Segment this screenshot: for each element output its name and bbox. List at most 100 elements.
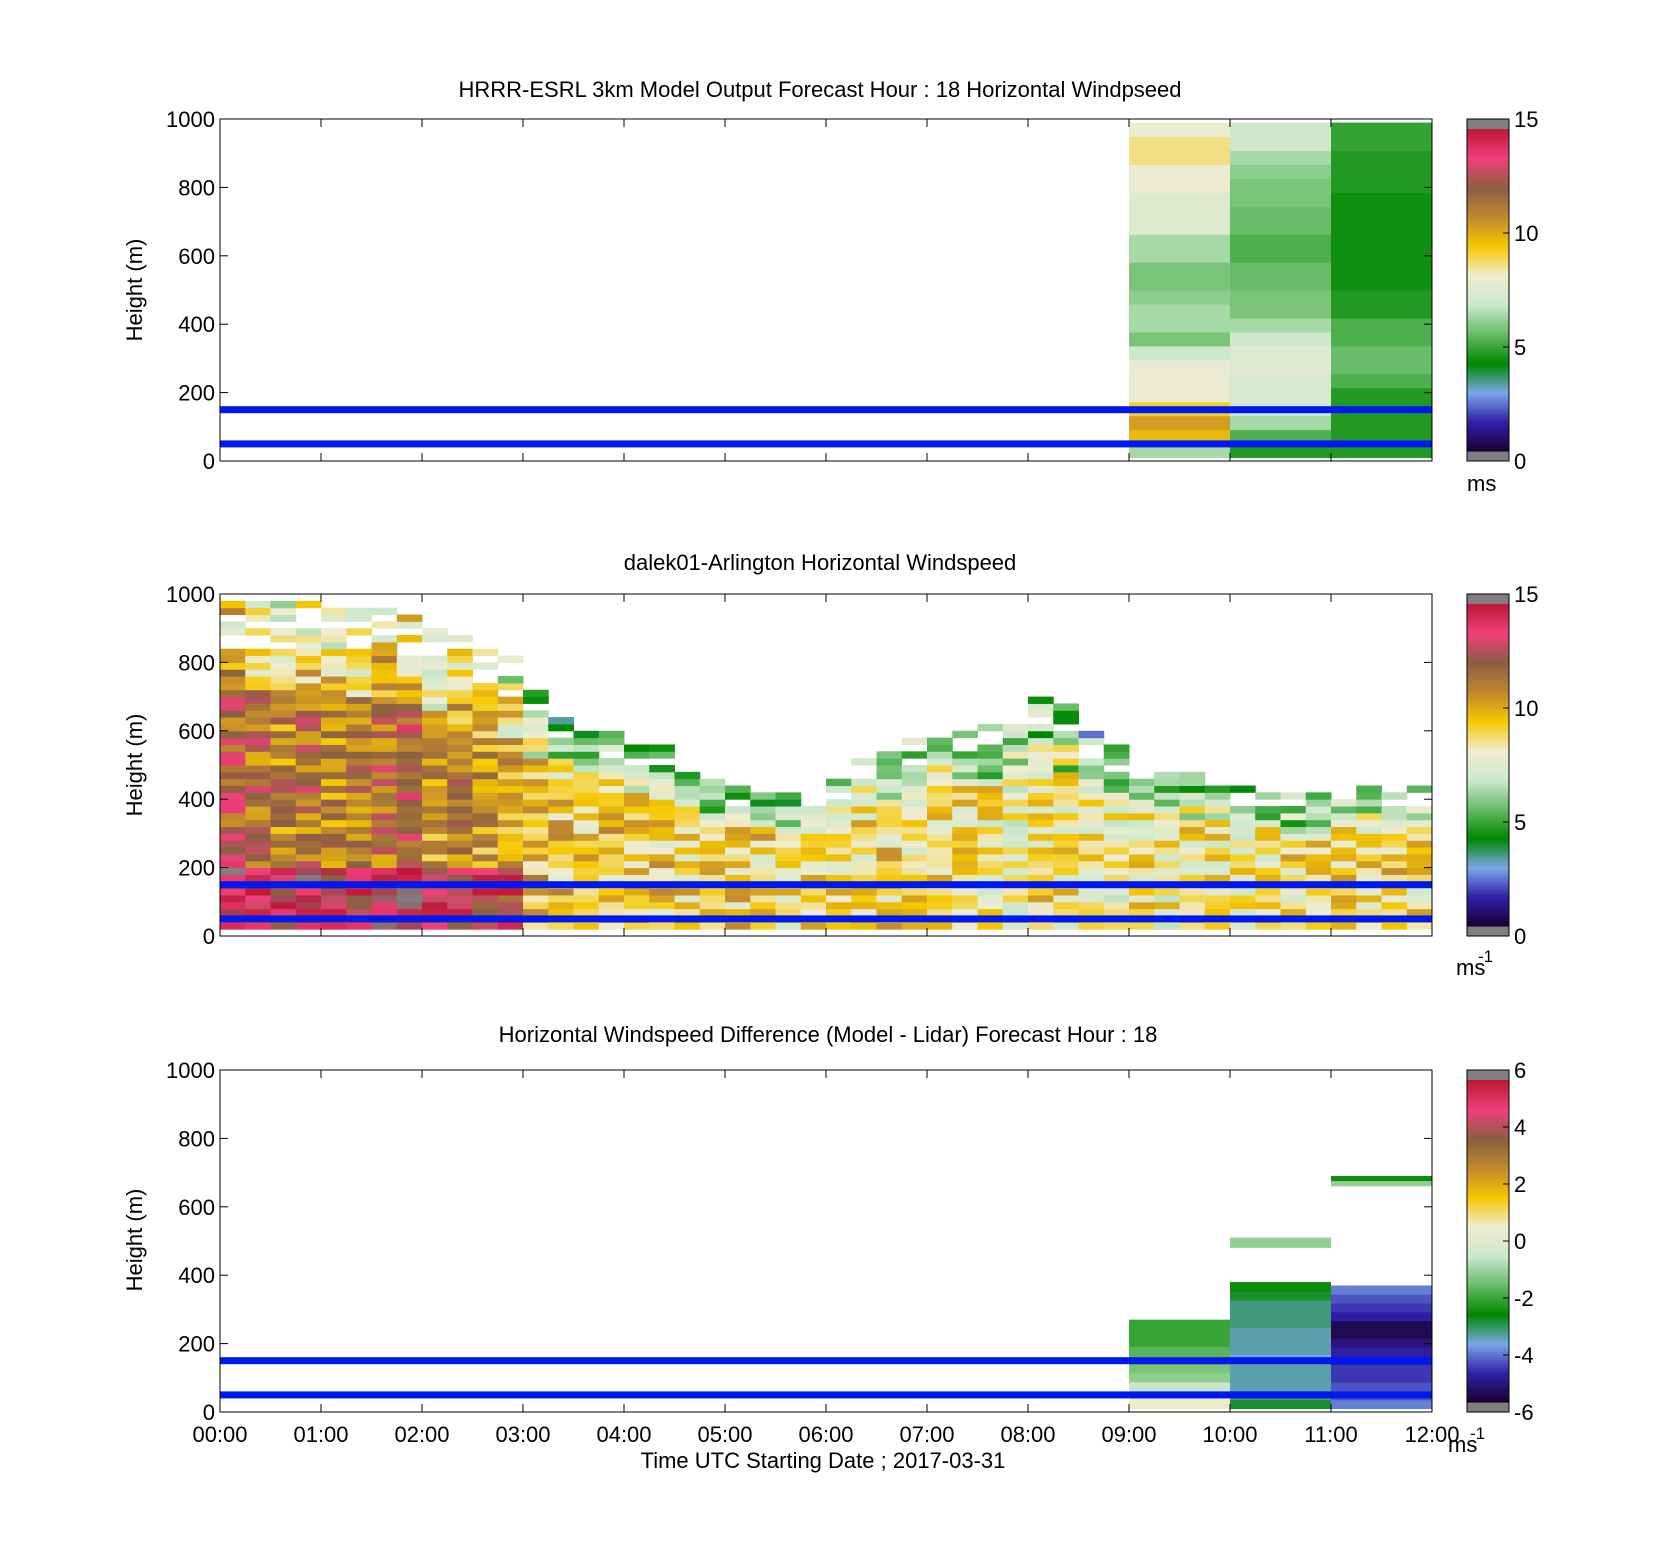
difference-cell xyxy=(1129,1381,1230,1392)
lidar-cell xyxy=(1078,888,1105,896)
colorbar-band xyxy=(1467,1300,1509,1304)
lidar-cell xyxy=(1204,785,1231,793)
lidar-cell xyxy=(371,621,398,629)
lidar-cell xyxy=(1103,840,1130,848)
lidar-cell xyxy=(674,908,701,916)
lidar-cell xyxy=(245,696,271,704)
lidar-cell xyxy=(1129,778,1155,787)
lidar-cell xyxy=(1331,826,1357,834)
model-cell xyxy=(1129,206,1230,221)
lidar-cell xyxy=(977,901,1004,910)
colorbar-band xyxy=(1467,185,1509,189)
lidar-cell xyxy=(725,840,751,848)
colorbar-frame xyxy=(1466,593,1510,937)
model-cell xyxy=(1230,248,1331,263)
lidar-cell xyxy=(346,819,372,828)
colorbar-band xyxy=(1467,832,1509,836)
lidar-cell xyxy=(1331,860,1357,869)
lidar-cell xyxy=(497,901,524,910)
lidar-cell xyxy=(321,682,347,691)
lidar-cell xyxy=(295,819,322,828)
colorbar-band xyxy=(1467,1291,1509,1296)
lidar-cell xyxy=(548,901,574,910)
lidar-cell xyxy=(346,751,372,759)
difference-cell xyxy=(1230,1291,1331,1301)
lidar-cell xyxy=(1406,812,1433,821)
lidar-cell xyxy=(1356,819,1382,828)
lidar-cell xyxy=(674,771,701,780)
lidar-cell xyxy=(876,771,903,780)
colorbar-band xyxy=(1467,147,1509,152)
lidar-cell xyxy=(270,826,297,834)
lidar-cell xyxy=(1255,922,1281,930)
lidar-cell xyxy=(1078,874,1105,882)
lidar-cell xyxy=(1204,847,1231,855)
lidar-cell xyxy=(725,806,751,814)
lidar-cell xyxy=(1331,806,1357,814)
model-cell xyxy=(1331,290,1432,305)
lidar-cell xyxy=(396,614,423,622)
lidar-cell xyxy=(977,765,1004,773)
lidar-cell xyxy=(321,744,347,752)
lidar-cell xyxy=(624,792,650,800)
colorbar-band xyxy=(1467,901,1509,906)
lidar-cell xyxy=(396,922,423,930)
lidar-cell xyxy=(523,696,549,704)
lidar-cell xyxy=(346,717,372,725)
lidar-cell xyxy=(1331,819,1357,828)
lidar-cell xyxy=(1002,833,1029,841)
colorbar-band xyxy=(1467,357,1509,361)
lidar-cell xyxy=(1179,792,1206,800)
lidar-cell xyxy=(1028,703,1054,711)
lidar-panel-marks xyxy=(220,594,1433,936)
colorbar-band xyxy=(1467,1195,1509,1199)
difference-cell xyxy=(1331,1338,1432,1348)
lidar-cell xyxy=(245,600,271,609)
lidar-cell xyxy=(548,853,574,862)
lidar-cell xyxy=(1179,894,1206,903)
lidar-cell xyxy=(245,717,271,725)
lidar-cell xyxy=(1129,799,1155,807)
lidar-cell xyxy=(295,799,322,807)
lidar-cell xyxy=(245,689,271,698)
colorbar-band xyxy=(1467,1372,1509,1376)
lidar-cell xyxy=(1179,860,1206,869)
lidar-cell xyxy=(346,785,372,793)
lidar-cell xyxy=(422,874,448,882)
model-cell xyxy=(1230,136,1331,151)
colorbar-band xyxy=(1467,1364,1509,1368)
lidar-cell xyxy=(1103,847,1130,855)
lidar-cell xyxy=(927,860,953,869)
colorbar-band xyxy=(1467,732,1509,737)
lidar-cell xyxy=(699,778,726,787)
lidar-cell xyxy=(775,922,802,930)
colorbar-band xyxy=(1467,805,1509,809)
lidar-cell xyxy=(447,785,473,793)
lidar-cell xyxy=(548,922,574,930)
colorbar-band xyxy=(1467,249,1509,254)
lidar-cell xyxy=(800,806,827,814)
lidar-cell xyxy=(952,867,978,875)
lidar-cell xyxy=(598,799,625,807)
lidar-cell xyxy=(1331,874,1357,882)
colorbar-band xyxy=(1467,842,1509,847)
lidar-cell xyxy=(447,723,473,732)
lidar-cell xyxy=(1255,826,1281,834)
lidar-cell xyxy=(270,703,297,711)
lidar-cell xyxy=(295,847,322,855)
lidar-cell xyxy=(548,723,574,732)
lidar-cell xyxy=(649,826,675,834)
colorbar-band xyxy=(1467,290,1509,294)
colorbar-band xyxy=(1467,354,1509,358)
lidar-cell xyxy=(371,655,398,663)
lidar-cell xyxy=(472,799,499,807)
lidar-cell xyxy=(346,648,372,657)
colorbar-band xyxy=(1467,727,1509,731)
lidar-cell xyxy=(649,874,675,882)
lidar-cell xyxy=(220,799,246,807)
lidar-cell xyxy=(371,635,398,643)
lidar-cell xyxy=(800,833,827,841)
colorbar-band xyxy=(1467,912,1509,916)
